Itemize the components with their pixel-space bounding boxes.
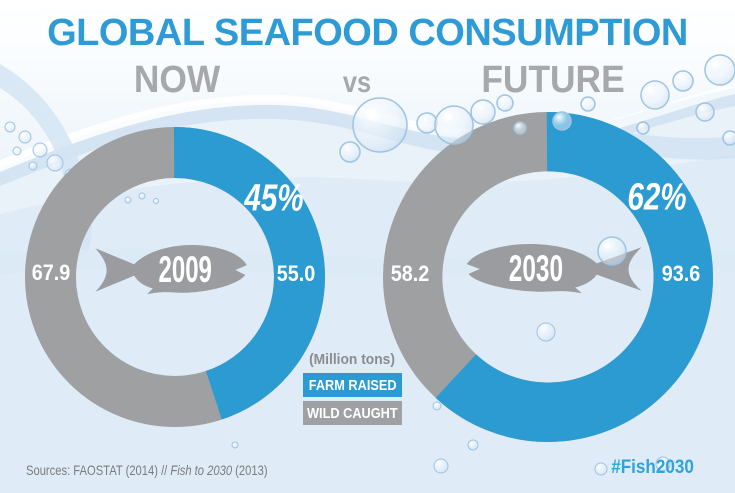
- now-label: NOW: [133, 59, 221, 101]
- legend-wild-caught-label: WILD CAUGHT: [307, 404, 398, 422]
- legend-farm-raised-label: FARM RAISED: [308, 376, 397, 394]
- fish-year-label: 2009: [158, 248, 211, 290]
- farm-raised-percent-label: 62%: [627, 176, 687, 219]
- farm-raised-percent-label: 45%: [244, 177, 304, 220]
- wild-caught-value-label: 58.2: [390, 261, 430, 286]
- farm-raised-value-label: 55.0: [276, 261, 316, 286]
- farm-raised-value-label: 93.6: [661, 261, 701, 286]
- wild-caught-value-label: 67.9: [31, 260, 71, 285]
- sources-prefix: Sources: FAOSTAT (2014) //: [26, 462, 171, 478]
- legend-wild-caught-chip: WILD CAUGHT: [303, 401, 402, 425]
- sources-text: Sources: FAOSTAT (2014) // Fish to 2030 …: [26, 462, 268, 478]
- sources-suffix: (2013): [232, 462, 268, 478]
- sources-report-title: Fish to 2030: [170, 462, 233, 478]
- fish-icon: 2030: [466, 244, 642, 294]
- fish-year-label: 2030: [509, 248, 563, 290]
- legend-farm-raised-chip: FARM RAISED: [303, 373, 402, 397]
- legend-units-label: (Million tons): [309, 351, 395, 368]
- vs-label: vs: [342, 66, 372, 99]
- farm-raised-arc: [25, 127, 325, 427]
- fish-icon: 2009: [95, 245, 247, 295]
- donut-ring-future: [383, 112, 713, 442]
- future-label: FUTURE: [481, 59, 625, 101]
- donut-ring-now: [25, 127, 325, 427]
- hashtag-label: #Fish2030: [611, 457, 694, 478]
- farm-raised-arc: [383, 112, 713, 442]
- page-title: GLOBAL SEAFOOD CONSUMPTION: [47, 12, 688, 54]
